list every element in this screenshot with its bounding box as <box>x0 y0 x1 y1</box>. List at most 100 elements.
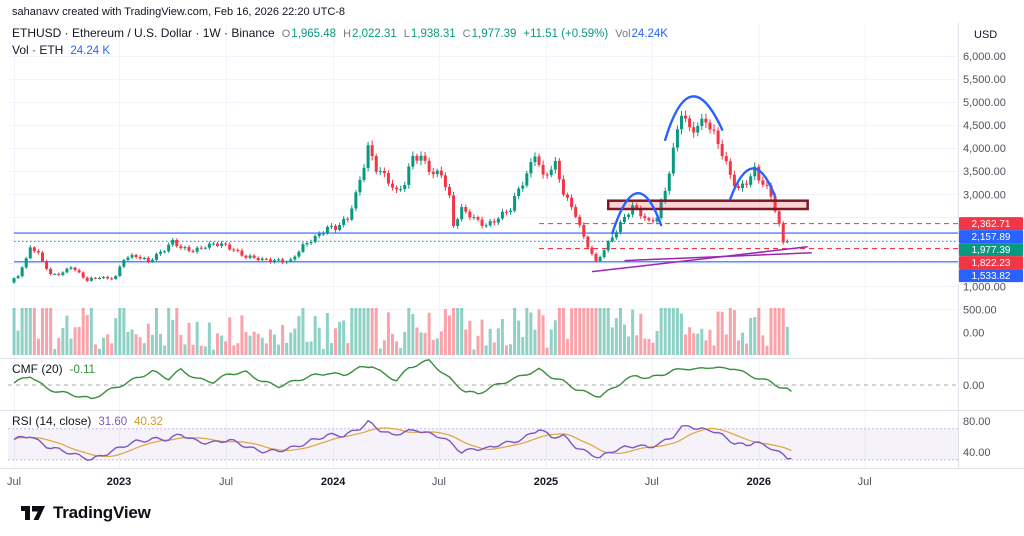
candle-body <box>53 273 57 275</box>
volume-bar <box>386 312 390 355</box>
volume-bar <box>557 308 561 355</box>
candle-body <box>256 257 260 261</box>
close-label: C <box>462 28 471 40</box>
volume-bar <box>614 318 618 355</box>
time-tick-label: Jul <box>858 476 872 488</box>
price-tag[interactable] <box>959 217 1023 231</box>
symbol-title[interactable]: ETHUSD · Ethereum / U.S. Dollar · 1W · B… <box>12 26 275 40</box>
volume-bar <box>163 345 167 355</box>
volume-bar <box>391 333 395 355</box>
volume-bar <box>781 308 785 355</box>
candle-body <box>517 188 521 197</box>
volume-bar <box>500 319 504 355</box>
arc-annotation[interactable] <box>664 95 724 142</box>
candle-body <box>142 257 146 259</box>
price-tag[interactable] <box>959 269 1023 283</box>
trendline[interactable] <box>591 246 808 273</box>
candle-body <box>167 244 171 252</box>
candle-body <box>134 254 138 257</box>
volume-bar <box>142 343 146 355</box>
cmf-study-legend[interactable]: CMF (20) -0.11 <box>12 362 95 376</box>
price-tag[interactable] <box>959 256 1023 270</box>
candle-body <box>24 258 28 268</box>
candle-body <box>582 224 586 237</box>
volume-bar <box>623 324 626 355</box>
volume-bar <box>480 319 484 355</box>
candle-body <box>468 211 472 218</box>
volume-bar <box>272 334 276 355</box>
candle-body <box>496 218 500 223</box>
volume-bar <box>407 308 411 355</box>
volume-bar <box>399 348 403 355</box>
price-tag-label: 1,822.23 <box>972 258 1011 269</box>
volume-bar <box>488 328 492 355</box>
volume-bar <box>321 348 325 355</box>
arc-annotation[interactable] <box>611 192 663 235</box>
volume-bar <box>708 329 712 355</box>
volume-bar <box>484 345 488 355</box>
candle-body <box>745 183 749 185</box>
volume-bar <box>40 308 44 355</box>
rsi-study-legend[interactable]: RSI (14, close) 31.60 40.32 <box>12 414 163 428</box>
candle-body <box>195 247 199 252</box>
candle-body <box>618 222 622 233</box>
candle-body <box>65 268 69 273</box>
volume-bar <box>757 308 761 355</box>
symbol-legend[interactable]: ETHUSD · Ethereum / U.S. Dollar · 1W · B… <box>12 26 668 40</box>
candle-body <box>480 219 484 226</box>
price-tick-label: 4,500.00 <box>963 120 1006 132</box>
trendline[interactable] <box>624 252 812 262</box>
candle-body <box>464 207 468 212</box>
volume-bar <box>20 308 24 355</box>
volume-bar <box>378 348 382 355</box>
tradingview-wordmark: TradingView <box>53 503 151 522</box>
volume-bar <box>724 334 728 355</box>
candle-body <box>716 130 720 145</box>
volume-bar <box>313 315 317 355</box>
volume-bar <box>590 308 594 355</box>
price-tag[interactable] <box>959 230 1023 244</box>
volume-bar <box>36 338 40 355</box>
price-tags-layer: 2,362.71 2,157.89 1,977.39 1,822.23 1,533.82 <box>959 217 1023 283</box>
candle-body <box>708 122 712 130</box>
volume-bar <box>415 327 419 355</box>
rsi-band-layer <box>8 384 958 461</box>
volume-bar <box>382 340 386 355</box>
candle-body <box>415 155 419 161</box>
candle-body <box>187 247 191 251</box>
price-tag[interactable] <box>959 243 1023 257</box>
candle-body <box>106 276 110 279</box>
candle-body <box>431 171 435 175</box>
tradingview-logo[interactable]: TradingView <box>20 501 151 525</box>
candle-body <box>598 256 602 262</box>
arc-annotation[interactable] <box>729 167 777 201</box>
axis-labels-layer: 6,000.00 5,500.00 5,000.00 4,500.00 4,000.00… <box>7 51 1006 488</box>
candle-body <box>614 232 618 238</box>
candle-body <box>594 253 598 262</box>
volume-bar <box>447 315 451 355</box>
volume-bar <box>736 340 740 355</box>
candle-body <box>122 260 126 267</box>
candle-body <box>268 259 272 262</box>
price-axis-currency-label[interactable]: USD <box>974 29 998 41</box>
ohlc-open: O 1,965.48 <box>282 28 336 40</box>
candle-body <box>757 166 761 181</box>
volume-bar <box>224 341 228 355</box>
candle-body <box>16 276 20 279</box>
volume-bar <box>761 335 765 355</box>
candle-body <box>281 259 285 263</box>
neckline-rectangle[interactable] <box>606 199 809 211</box>
volume-bar <box>118 308 122 355</box>
candle-body <box>736 186 740 189</box>
volume-bar <box>89 308 93 355</box>
candle-body <box>40 252 44 262</box>
candle-body <box>199 247 203 249</box>
volume-bar <box>741 332 745 355</box>
cmf-study-label: CMF (20) <box>12 362 63 376</box>
candle-body <box>769 185 773 197</box>
volume-bar <box>342 320 346 355</box>
candle-body <box>297 251 301 257</box>
volume-bar <box>325 312 329 355</box>
volume-study-legend[interactable]: Vol · ETH 24.24 K <box>12 43 110 57</box>
